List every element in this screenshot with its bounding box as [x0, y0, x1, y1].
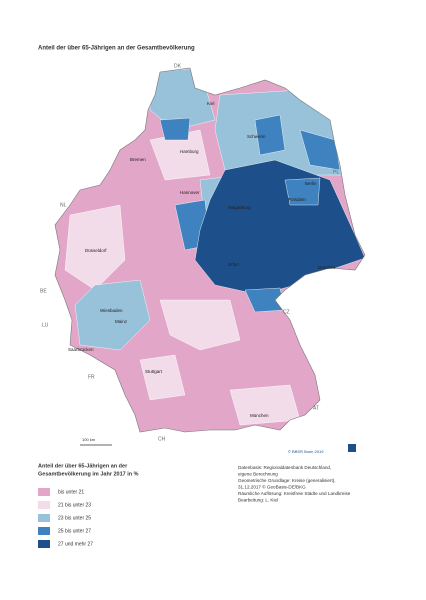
legend-label: 27 und mehr 27 — [58, 541, 93, 547]
city-label: Mainz — [115, 319, 128, 324]
scale-label: 100 km — [82, 437, 96, 442]
source-line: 31.12.2017 © GeoBasis-DE/BKG — [238, 484, 306, 490]
country-label: BE — [40, 288, 47, 294]
source-line: Geometrische Grundlage: Kreise (generali… — [238, 478, 336, 483]
source-line: Datenbasis: Regionaldatenbank Deutschlan… — [238, 465, 331, 470]
city-label: Wiesbaden — [100, 308, 123, 313]
city-label: Dresden — [318, 265, 336, 270]
legend-swatch — [38, 501, 50, 509]
region — [299, 129, 341, 171]
city-label: Hannover — [180, 190, 200, 195]
legend-title: Gesamtbevölkerung im Jahr 2017 in % — [38, 471, 139, 477]
region — [74, 279, 151, 351]
city-labels: Kiel Hamburg Bremen Schwerin Hannover Be… — [68, 101, 336, 418]
legend-swatch — [38, 488, 50, 496]
region — [254, 114, 286, 156]
legend-swatch — [38, 527, 50, 535]
legend-label: 25 bis unter 27 — [58, 528, 91, 534]
city-label: Erfurt — [228, 262, 240, 267]
country-label: FR — [88, 374, 95, 380]
country-label: CZ — [283, 309, 290, 315]
legend-swatch — [38, 514, 50, 522]
country-label: AT — [313, 405, 319, 411]
city-label: Berlin — [305, 181, 317, 186]
legend: Anteil der über 65-Jährigen an der Gesam… — [38, 463, 139, 548]
source-line: Räumliche Auflösung: Kreisfreie Städte u… — [238, 491, 351, 496]
city-label: Magdeburg — [228, 205, 251, 210]
region — [159, 299, 241, 351]
city-label: Saarbrücken — [68, 347, 94, 352]
country-label: NL — [60, 202, 67, 208]
city-label: Bremen — [130, 157, 146, 162]
sources: Datenbasis: Regionaldatenbank Deutschlan… — [238, 465, 351, 503]
legend-label: 23 bis unter 25 — [58, 515, 91, 521]
city-label: Stuttgart — [145, 369, 163, 374]
city-label: Potsdam — [288, 197, 306, 202]
region — [284, 177, 321, 206]
legend-swatch — [38, 540, 50, 548]
city-label: Schwerin — [247, 134, 266, 139]
map — [55, 68, 365, 432]
region — [139, 354, 186, 401]
title: Anteil der über 65-Jährigen an der Gesam… — [38, 46, 195, 52]
legend-label: bis unter 21 — [58, 489, 84, 495]
region — [64, 204, 126, 291]
city-label: Hamburg — [180, 149, 199, 154]
source-line: eigene Berechnung — [238, 472, 278, 477]
region — [229, 384, 301, 426]
city-label: Düsseldorf — [85, 248, 107, 253]
city-label: Kiel — [207, 101, 215, 106]
country-labels: DK PL NL BE LU FR CZ AT CH — [40, 63, 339, 442]
logo — [348, 444, 356, 452]
source-line: Bearbeitung: L. Kiel — [238, 498, 278, 503]
country-label: CH — [158, 436, 166, 442]
copyright: © BBSR Bonn 2019 — [288, 449, 324, 454]
region — [159, 117, 191, 141]
country-label: LU — [42, 322, 49, 328]
legend-label: 21 bis unter 23 — [58, 502, 91, 508]
country-label: PL — [333, 169, 339, 175]
city-label: München — [250, 413, 269, 418]
country-label: DK — [174, 63, 182, 69]
legend-title: Anteil der über 65-Jährigen an der — [38, 463, 128, 469]
